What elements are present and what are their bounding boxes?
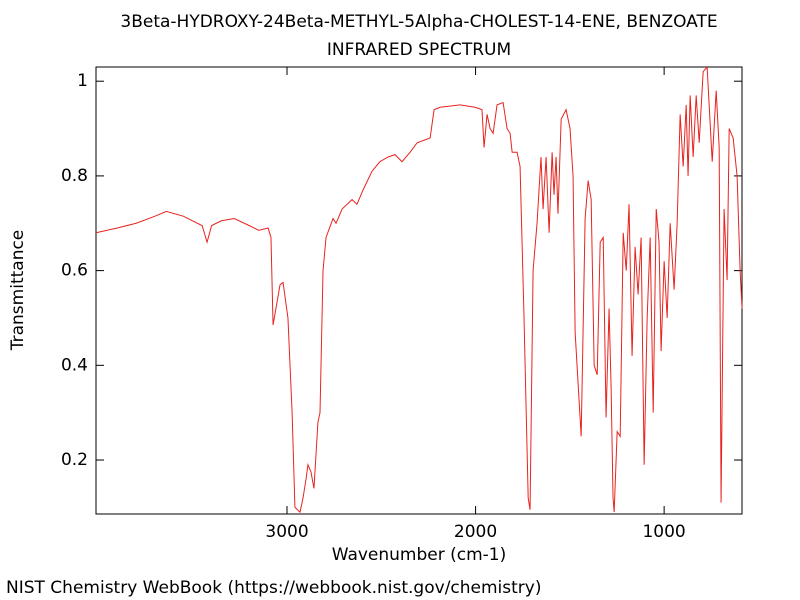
x-axis-label: Wavenumber (cm-1) — [332, 545, 507, 565]
y-axis-label: Transmittance — [8, 230, 28, 352]
chart-subtitle: INFRARED SPECTRUM — [327, 40, 511, 60]
x-tick-label: 1000 — [642, 522, 685, 542]
y-tick-label: 0.8 — [61, 166, 88, 186]
x-tick-label: 3000 — [265, 522, 308, 542]
y-tick-label: 1 — [77, 71, 88, 91]
y-tick-label: 0.4 — [61, 355, 88, 375]
y-tick-label: 0.2 — [61, 450, 88, 470]
y-tick-label: 0.6 — [61, 261, 88, 281]
chart-title: 3Beta-HYDROXY-24Beta-METHYL-5Alpha-CHOLE… — [120, 12, 717, 32]
footer: NIST Chemistry WebBook (https://webbook.… — [6, 578, 541, 598]
x-tick-label: 2000 — [454, 522, 497, 542]
plot-frame — [95, 66, 743, 515]
spectrum-line — [95, 65, 743, 514]
